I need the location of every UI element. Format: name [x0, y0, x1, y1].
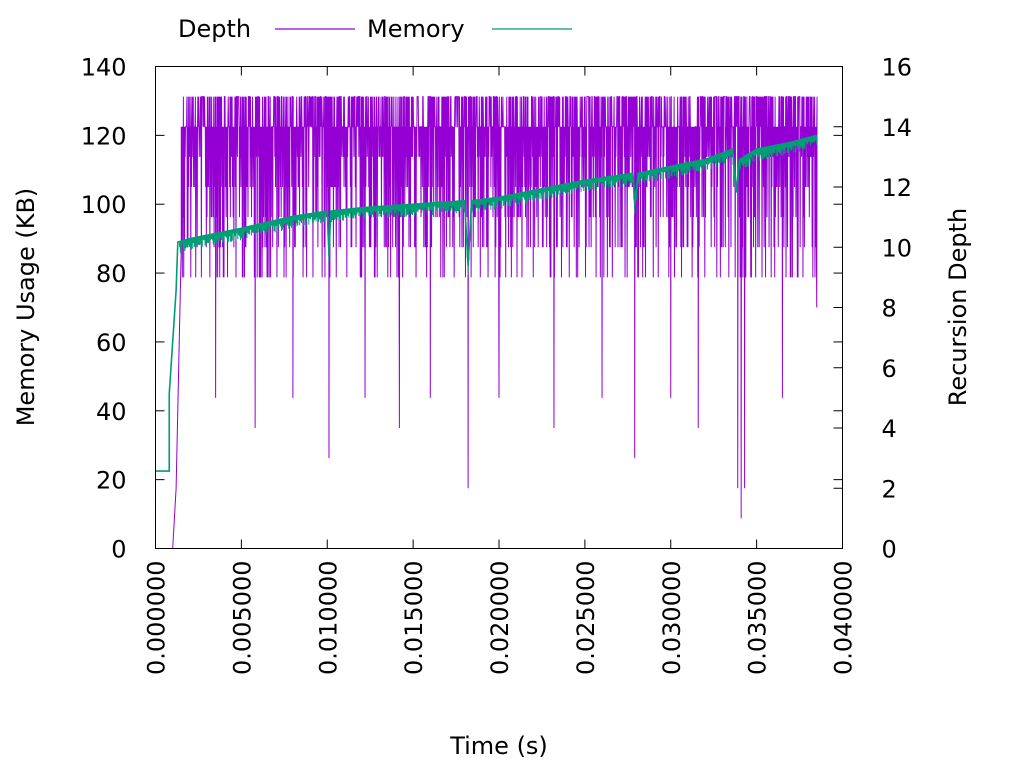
y-tick-label: 80: [96, 260, 127, 288]
x-tick-label: 0.030000: [658, 561, 686, 676]
right-y-axis: 0 2 4 6 8 10 12 14 16: [833, 54, 913, 564]
y2-tick-label: 14: [882, 114, 913, 142]
x-tick-label: 0.010000: [314, 561, 342, 676]
x-tick-label: 0.020000: [486, 561, 514, 676]
y2-tick-label: 10: [882, 234, 913, 262]
x-tick-label: 0.015000: [400, 561, 428, 676]
y2-tick-label: 4: [882, 415, 897, 443]
legend-label-depth: Depth: [178, 15, 251, 43]
series-memory-jitter: [179, 135, 818, 275]
x-axis: 0.000000 0.005000 0.010000 0.015000 0.020000…: [143, 66, 858, 676]
y-tick-label: 120: [81, 122, 127, 150]
y-tick-label: 0: [111, 536, 126, 564]
y2-tick-label: 8: [882, 295, 897, 323]
left-y-axis: 0 20 40 60 80 100 120 140: [81, 54, 165, 564]
y-tick-label: 60: [96, 329, 127, 357]
series-depth-line: [172, 96, 818, 549]
x-tick-label: 0.040000: [830, 561, 858, 676]
y2-tick-label: 16: [882, 54, 913, 82]
x-axis-title: Time (s): [449, 732, 548, 760]
y2-tick-label: 12: [882, 174, 913, 202]
x-tick-label: 0.025000: [572, 561, 600, 676]
x-tick-label: 0.005000: [228, 561, 256, 676]
x-tick-label: 0.035000: [744, 561, 772, 676]
y2-axis-title: Recursion Depth: [944, 208, 972, 406]
y2-tick-label: 2: [882, 475, 897, 503]
y-tick-label: 20: [96, 467, 127, 495]
legend: Depth Memory: [178, 15, 572, 43]
y2-tick-label: 6: [882, 355, 897, 383]
x-tick-label: 0.000000: [143, 561, 171, 676]
y-tick-label: 40: [96, 398, 127, 426]
y-axis-title: Memory Usage (KB): [12, 188, 40, 427]
y2-tick-label: 0: [882, 536, 897, 564]
plot-series: [155, 96, 818, 549]
y-tick-label: 140: [81, 54, 127, 82]
y-tick-label: 100: [81, 191, 127, 219]
legend-label-memory: Memory: [367, 15, 465, 43]
